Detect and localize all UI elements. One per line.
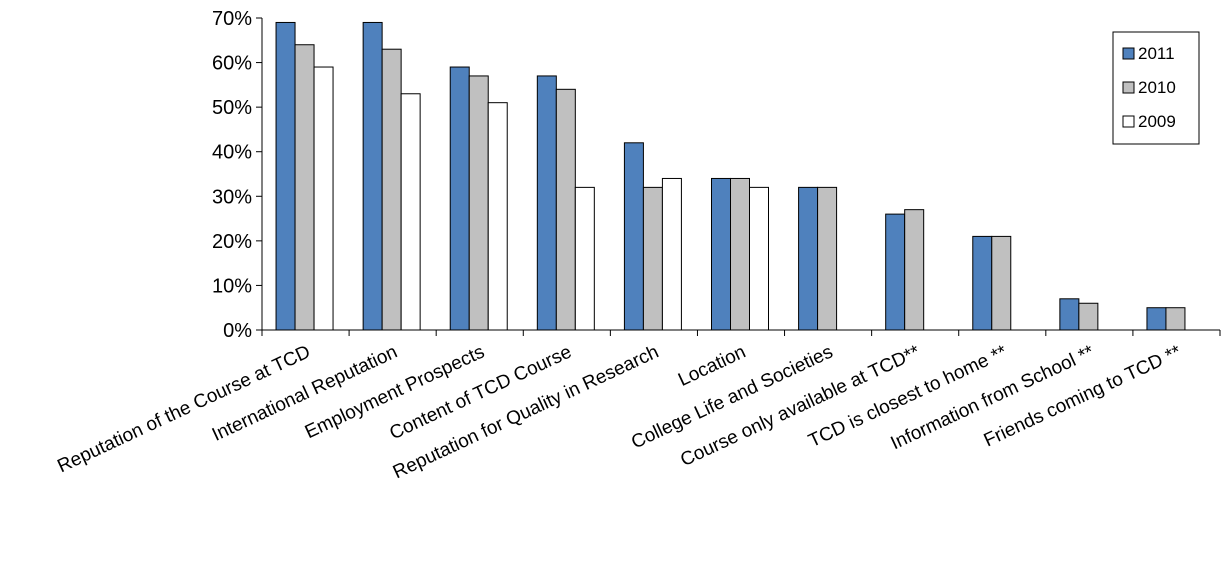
legend-swatch-2011 xyxy=(1122,47,1135,60)
bar-2011-2 xyxy=(362,21,383,331)
bar-2011-8 xyxy=(885,213,906,331)
legend: 2011 2010 2009 xyxy=(1112,31,1200,145)
y-tick-label: 70% xyxy=(212,8,252,30)
x-tick-labels: Reputation of the Course at TCDInternati… xyxy=(54,341,1185,483)
bar-2009-5 xyxy=(661,177,682,331)
bar-2010-1 xyxy=(294,44,315,331)
bar-2010-5 xyxy=(642,186,663,331)
legend-swatch-2009 xyxy=(1122,115,1135,128)
bar-2009-1 xyxy=(313,66,334,331)
bar-2010-9 xyxy=(991,235,1012,331)
axes-layer xyxy=(256,17,1221,336)
y-tick-label: 60% xyxy=(212,53,252,75)
y-tick-label: 40% xyxy=(212,142,252,164)
y-tick-label: 10% xyxy=(212,275,252,297)
bar-2011-11 xyxy=(1146,307,1167,331)
bar-2010-11 xyxy=(1165,307,1186,331)
bars-layer xyxy=(275,21,1186,331)
bar-2010-4 xyxy=(555,88,576,331)
bar-2011-10 xyxy=(1059,298,1080,331)
bar-2009-6 xyxy=(749,186,769,331)
legend-label-2009: 2009 xyxy=(1138,112,1176,131)
bar-2011-3 xyxy=(449,66,470,331)
bar-2011-5 xyxy=(623,142,644,331)
bar-2011-6 xyxy=(711,177,731,331)
legend-label-2011: 2011 xyxy=(1138,44,1175,63)
y-tick-label: 0% xyxy=(223,320,252,342)
bar-2009-3 xyxy=(487,102,508,331)
y-tick-labels: 0% 10% 20% 30% 40% 50% 60% 70% xyxy=(212,8,252,342)
bar-2011-9 xyxy=(972,235,993,331)
bar-2011-1 xyxy=(275,21,296,331)
y-tick-label: 20% xyxy=(212,231,252,253)
bar-2010-6 xyxy=(730,177,750,331)
bar-2009-4 xyxy=(574,186,595,331)
y-tick-label: 50% xyxy=(212,97,252,119)
bar-2010-10 xyxy=(1078,302,1099,331)
bar-2011-7 xyxy=(798,186,819,331)
bar-2010-8 xyxy=(904,209,925,331)
bar-2011-4 xyxy=(536,75,557,331)
y-tick-label: 30% xyxy=(212,186,252,208)
bar-2010-2 xyxy=(381,48,402,331)
bar-2010-3 xyxy=(468,75,489,331)
legend-swatch-2010 xyxy=(1122,81,1135,94)
legend-label-2010: 2010 xyxy=(1138,78,1176,97)
bar-2009-2 xyxy=(400,93,421,331)
bar-2010-7 xyxy=(817,186,838,331)
